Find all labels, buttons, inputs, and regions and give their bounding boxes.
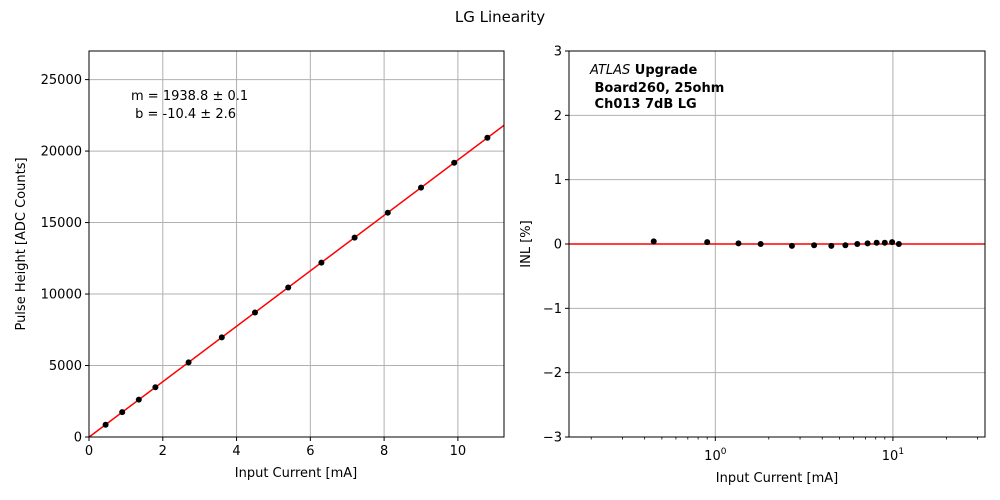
right-y-tick-label: 3 bbox=[554, 45, 562, 60]
left-grid bbox=[88, 51, 504, 438]
left-data-point bbox=[285, 284, 292, 291]
right-data-points bbox=[650, 238, 902, 249]
right-x-tick-label: 101 bbox=[882, 447, 904, 464]
left-data-point bbox=[351, 234, 358, 241]
upgrade-label: Upgrade bbox=[630, 63, 697, 78]
channel-annotation: Ch013 7dB LG bbox=[590, 97, 697, 112]
right-y-tick-label: 0 bbox=[554, 238, 562, 253]
inl-panel: 100 101 −3 −2 −1 0 1 2 3 Input Current [mA] INL … bbox=[519, 45, 986, 486]
left-data-point bbox=[152, 384, 159, 391]
figure-title: LG Linearity bbox=[455, 8, 545, 26]
left-y-tick-label: 10000 bbox=[41, 288, 82, 303]
right-data-point bbox=[889, 239, 896, 246]
right-data-point bbox=[650, 238, 657, 245]
left-data-point bbox=[418, 184, 424, 191]
left-y-tick-label: 25000 bbox=[41, 73, 82, 88]
left-data-point bbox=[135, 396, 142, 403]
left-data-point bbox=[484, 134, 491, 141]
left-x-axis-label: Input Current [mA] bbox=[235, 466, 357, 481]
right-data-point bbox=[788, 242, 795, 249]
fit-slope-annotation: m = 1938.8 ± 0.1 bbox=[131, 89, 248, 104]
left-fit-line bbox=[88, 124, 505, 438]
left-y-tick-label: 5000 bbox=[49, 359, 82, 374]
left-data-point bbox=[318, 259, 325, 266]
right-data-point bbox=[828, 242, 835, 249]
right-data-point bbox=[895, 241, 902, 247]
left-x-tick-label: 4 bbox=[232, 444, 240, 459]
atlas-label: ATLAS bbox=[589, 63, 630, 78]
left-ticks: 0 2 4 6 8 10 0 5000 10000 15000 20000 25000 bbox=[41, 73, 467, 459]
left-data-point bbox=[451, 159, 458, 166]
right-y-tick-label: −2 bbox=[543, 366, 562, 381]
right-data-point bbox=[757, 241, 764, 247]
right-x-axis-label: Input Current [mA] bbox=[716, 471, 838, 486]
left-x-tick-label: 10 bbox=[450, 444, 467, 459]
right-y-tick-label: −3 bbox=[543, 431, 562, 446]
left-y-axis-label: Pulse Height [ADC Counts] bbox=[14, 157, 29, 330]
left-x-tick-label: 8 bbox=[380, 444, 388, 459]
left-y-tick-label: 0 bbox=[74, 431, 82, 446]
pulse-height-panel: 0 2 4 6 8 10 0 5000 10000 15000 20000 25000 Input C… bbox=[14, 50, 505, 481]
right-data-point bbox=[735, 240, 742, 247]
left-data-point bbox=[119, 409, 126, 416]
right-data-point bbox=[881, 239, 888, 246]
right-data-point bbox=[873, 239, 880, 246]
left-axes-frame bbox=[88, 50, 505, 438]
atlas-upgrade-annotation: ATLAS Upgrade bbox=[589, 63, 697, 78]
right-y-axis-label: INL [%] bbox=[519, 220, 534, 267]
left-x-tick-label: 0 bbox=[85, 444, 93, 459]
right-data-point bbox=[842, 242, 849, 249]
left-x-tick-label: 2 bbox=[159, 444, 167, 459]
left-data-point bbox=[185, 359, 192, 366]
right-y-tick-label: −1 bbox=[543, 302, 562, 317]
left-data-point bbox=[384, 209, 391, 216]
right-ticks: 100 101 −3 −2 −1 0 1 2 3 bbox=[543, 45, 979, 464]
board-annotation: Board260, 25ohm bbox=[590, 81, 724, 96]
left-data-points bbox=[102, 134, 491, 428]
left-y-tick-label: 20000 bbox=[41, 145, 82, 160]
right-data-point bbox=[811, 242, 818, 249]
right-y-tick-label: 1 bbox=[554, 173, 562, 188]
right-data-point bbox=[854, 241, 861, 247]
left-y-tick-label: 15000 bbox=[41, 216, 82, 231]
right-data-point bbox=[864, 240, 871, 247]
left-data-point bbox=[218, 334, 225, 341]
left-data-point bbox=[252, 309, 258, 316]
fit-intercept-annotation: b = -10.4 ± 2.6 bbox=[131, 107, 236, 122]
right-x-tick-label: 100 bbox=[704, 447, 727, 464]
left-x-tick-label: 6 bbox=[306, 444, 314, 459]
left-data-point bbox=[102, 421, 109, 428]
right-data-point bbox=[704, 239, 711, 246]
right-y-tick-label: 2 bbox=[554, 109, 562, 124]
